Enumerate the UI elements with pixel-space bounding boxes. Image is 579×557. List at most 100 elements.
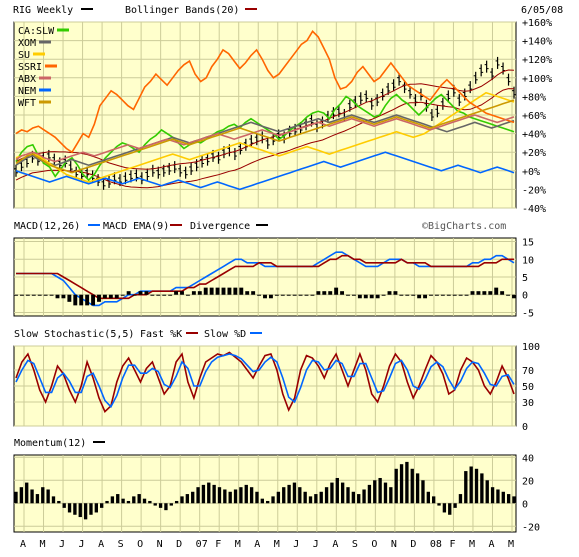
mom-bar <box>276 491 281 504</box>
x-month-label: 07 <box>196 539 208 550</box>
macd-bar <box>126 291 131 295</box>
x-month-label: M <box>508 539 514 550</box>
mom-bar <box>324 487 329 504</box>
mom-bar <box>378 477 382 504</box>
x-month-label: O <box>371 539 377 550</box>
macd-bar <box>476 291 481 295</box>
macd-bar <box>340 291 345 295</box>
macd-bar <box>387 291 392 295</box>
macd-bar <box>381 294 386 296</box>
x-month-label: A <box>488 539 494 550</box>
mom-bar <box>303 491 307 504</box>
mom-bar <box>255 491 259 504</box>
mom-bar <box>19 487 24 504</box>
macd-bar <box>506 294 511 296</box>
macd-bar <box>180 291 184 295</box>
bollinger-band <box>15 69 515 170</box>
mom-bar <box>308 496 313 504</box>
macd-bar <box>79 294 84 306</box>
mom-ytick-label: 20 <box>522 476 534 487</box>
x-month-label: S <box>118 539 124 550</box>
legend-label-ssri: SSRI <box>18 62 42 73</box>
macd-bar <box>423 294 428 299</box>
bollinger-label: Bollinger Bands(20) <box>125 5 239 16</box>
divergence-title: Divergence <box>190 221 250 232</box>
macd-ytick-label: 10 <box>522 255 534 266</box>
x-month-label: D <box>176 539 182 550</box>
price-ytick-label: -40% <box>522 204 546 215</box>
price-ytick-label: +20% <box>522 148 546 159</box>
macd-bar <box>25 294 30 296</box>
mom-bar <box>357 494 361 504</box>
mom-bar <box>464 471 468 504</box>
macd-bar <box>43 294 48 296</box>
mom-bar <box>14 491 18 504</box>
mom-bar <box>415 473 420 504</box>
price-ytick-label: +160% <box>522 18 552 29</box>
x-axis: A M J J A S O N D 07 F M A M J J A S O N D 08 F M A M <box>20 539 514 550</box>
mom-bar <box>57 500 61 504</box>
mom-bar <box>362 489 366 504</box>
stoch-ytick-label: 50 <box>522 382 534 393</box>
macd-bar <box>257 294 262 296</box>
macd-bar <box>85 294 90 306</box>
price-panel: +160% +140% +120% +100% +80% +60% +40% +20% +0% -… <box>13 18 552 215</box>
mom-bar <box>233 489 238 504</box>
mom-bar <box>116 494 120 504</box>
mom-bar <box>399 464 404 504</box>
mom-bar <box>180 496 184 504</box>
mom-ytick-label: 0 <box>522 499 528 510</box>
legend-label-wft: WFT <box>18 98 36 109</box>
macd-bar <box>19 294 24 296</box>
stochastic-panel: 100 70 50 30 0 <box>13 342 540 433</box>
macd-bar <box>144 291 149 295</box>
x-month-label: N <box>157 539 163 550</box>
price-ytick-label: +120% <box>522 55 552 66</box>
fast-k-title: Fast %K <box>140 329 182 340</box>
mom-bar <box>496 489 500 504</box>
macd-bar <box>215 287 220 295</box>
x-month-label: M <box>469 539 475 550</box>
mom-bar <box>249 487 254 504</box>
mom-bar <box>405 461 409 504</box>
mom-bar <box>512 496 516 504</box>
macd-bar <box>31 294 36 296</box>
price-ytick-label: +80% <box>522 92 546 103</box>
x-month-label: M <box>274 539 280 550</box>
mom-bar <box>100 503 104 508</box>
macd-bar <box>73 294 78 306</box>
macd-bar <box>67 294 72 302</box>
mom-ytick-label: 40 <box>522 453 534 464</box>
macd-bar <box>452 294 457 296</box>
macd-bar <box>168 294 173 296</box>
macd-bar <box>245 291 250 295</box>
x-month-label: D <box>410 539 416 550</box>
mom-bar <box>501 491 505 504</box>
mom-bar <box>389 487 393 504</box>
mom-bar <box>448 503 452 515</box>
macd-bar <box>464 294 469 296</box>
mom-bar <box>62 503 66 508</box>
header-date: 6/05/08 <box>521 5 563 16</box>
macd-bar <box>162 294 167 296</box>
price-ytick-label: +140% <box>522 37 552 48</box>
legend-label-nem: NEM <box>18 86 36 97</box>
mom-bar <box>340 482 345 504</box>
macd-bar <box>55 294 60 299</box>
mom-bar <box>196 487 200 504</box>
macd-bar <box>429 294 433 296</box>
mom-bar <box>148 500 152 504</box>
macd-bar <box>310 294 315 296</box>
x-month-label: J <box>59 539 65 550</box>
macd-bar <box>120 294 125 296</box>
x-month-label: A <box>98 539 104 550</box>
mom-bar <box>432 496 436 504</box>
macd-ytick-label: 5 <box>522 273 528 284</box>
mom-bar <box>271 496 275 504</box>
price-ytick-label: +0% <box>522 167 540 178</box>
mom-bar <box>266 500 270 504</box>
macd-bar <box>411 294 416 296</box>
stoch-ytick-label: 70 <box>522 366 534 377</box>
price-ytick-label: -20% <box>522 185 546 196</box>
